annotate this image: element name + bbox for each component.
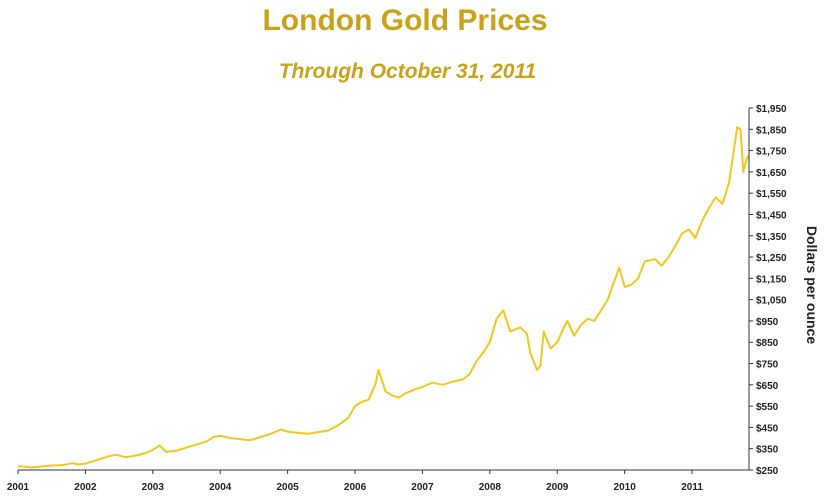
y-tick-label: $450	[756, 423, 779, 434]
gold-price-line	[17, 126, 749, 469]
x-tick-label: 2004	[209, 482, 232, 493]
y-tick-label: $1,450	[756, 210, 787, 221]
y-tick-label: $550	[756, 402, 779, 413]
chart-title: London Gold Prices	[262, 4, 548, 37]
x-tick-label: 2003	[142, 482, 165, 493]
y-tick-label: $950	[756, 317, 779, 328]
y-tick-label: $1,650	[756, 168, 787, 179]
x-tick-label: 2010	[614, 482, 637, 493]
x-tick-label: 2002	[74, 482, 97, 493]
y-tick-label: $250	[756, 466, 779, 477]
y-tick-label: $1,750	[756, 147, 787, 158]
y-tick-label: $1,350	[756, 232, 787, 243]
y-tick-label: $750	[756, 360, 779, 371]
y-tick-label: $1,150	[756, 274, 787, 285]
y-tick-label: $1,250	[756, 253, 787, 264]
y-tick-label: $1,850	[756, 125, 787, 136]
x-tick-label: 2006	[344, 482, 367, 493]
x-tick-label: 2007	[411, 482, 434, 493]
x-tick-label: 2001	[7, 482, 30, 493]
chart-subtitle: Through October 31, 2011	[278, 60, 537, 83]
x-tick-label: 2005	[276, 482, 299, 493]
y-tick-label: $850	[756, 338, 779, 349]
y-tick-label: $1,550	[756, 189, 787, 200]
x-tick-label: 2011	[681, 482, 703, 493]
x-tick-label: 2008	[479, 482, 502, 493]
y-tick-label: $650	[756, 381, 779, 392]
y-axis-label: Dollars per ounce	[804, 226, 820, 344]
y-tick-label: $1,050	[756, 296, 787, 307]
x-tick-label: 2009	[546, 482, 569, 493]
y-tick-label: $1,950	[756, 104, 787, 115]
y-tick-label: $350	[756, 445, 779, 456]
